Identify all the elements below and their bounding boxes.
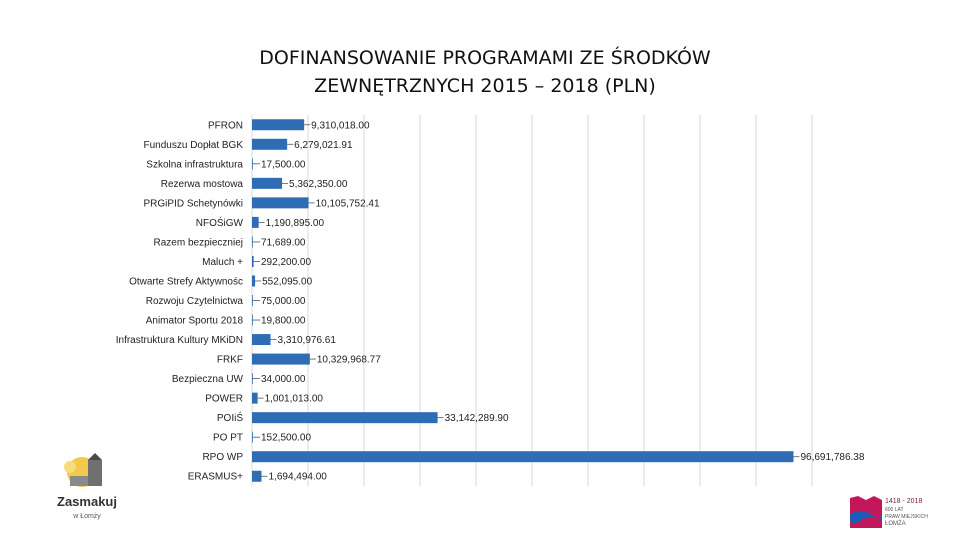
bar (252, 197, 309, 209)
category-label: Funduszu Dopłat BGK (144, 140, 244, 151)
category-label: POWER (205, 394, 243, 405)
value-label: 75,000.00 (261, 296, 306, 307)
category-label: RPO WP (202, 452, 243, 463)
chart-title-line-2: ZEWNĘTRZNYCH 2015 – 2018 (PLN) (314, 75, 656, 97)
value-label: 10,329,968.77 (317, 355, 381, 366)
category-label: Bezpieczna UW (172, 374, 244, 385)
bar (252, 255, 254, 267)
bar (252, 295, 253, 306)
logo-right-line-4: ŁOMŻA (885, 520, 906, 527)
value-label: 96,691,786.38 (800, 452, 864, 463)
category-label: NFOŚiGW (196, 216, 244, 229)
chart-title: DOFINANSOWANIE PROGRAMAMI ZE ŚRODKÓW ZEW… (150, 44, 820, 100)
value-label: 9,310,018.00 (311, 120, 370, 131)
logo-right-line-2: 600 LAT (885, 507, 904, 513)
value-label: 1,001,013.00 (265, 394, 324, 405)
category-label: Infrastruktura Kultury MKiDN (116, 335, 243, 346)
logo-right-line-1: 1418 - 2018 (885, 498, 922, 505)
value-label: 3,310,976.61 (278, 335, 337, 346)
category-label: ERASMUS+ (188, 472, 243, 483)
category-label: Animator Sportu 2018 (146, 316, 244, 327)
chart-title-line-1: DOFINANSOWANIE PROGRAMAMI ZE ŚRODKÓW (259, 47, 711, 69)
logo-left-line-1: Zasmakuj (57, 494, 117, 509)
bar (252, 275, 256, 287)
bar (252, 392, 258, 404)
category-label: Maluch + (202, 257, 243, 268)
anniversary-logo: 1418 - 2018 600 LAT PRAW MIEJSKICH ŁOMŻA (850, 496, 928, 528)
category-label: PFRON (208, 120, 243, 131)
value-label: 5,362,350.00 (289, 179, 348, 190)
logo-tower-roof (88, 453, 102, 460)
value-label: 71,689.00 (261, 237, 306, 248)
value-label: 34,000.00 (261, 374, 306, 385)
bar (252, 470, 262, 482)
value-label: 33,142,289.90 (445, 413, 509, 424)
logo-right-line-3: PRAW MIEJSKICH (885, 514, 928, 520)
category-label: FRKF (217, 355, 243, 366)
bar (252, 138, 288, 150)
category-label: Otwarte Strefy Aktywnośc (129, 276, 243, 287)
value-label: 10,105,752.41 (316, 198, 380, 209)
bar (252, 431, 253, 443)
value-label: 292,200.00 (261, 257, 311, 268)
bar (252, 236, 253, 248)
bar (252, 451, 794, 463)
category-label: Szkolna infrastruktura (146, 159, 243, 170)
value-label: 152,500.00 (261, 433, 311, 444)
category-label: Rezerwa mostowa (161, 179, 244, 190)
value-label: 19,800.00 (261, 316, 306, 327)
value-label: 17,500.00 (261, 159, 306, 170)
logo-river-shape (850, 511, 882, 523)
category-label: Razem bezpieczniej (154, 237, 244, 248)
bar (252, 119, 305, 131)
bar (252, 177, 283, 189)
logo-sun-highlight (64, 461, 76, 473)
logo-building-shape (70, 476, 88, 486)
category-label: POIiŚ (217, 411, 243, 424)
value-label: 1,694,494.00 (268, 472, 327, 483)
bar (252, 412, 438, 424)
value-label: 1,190,895.00 (266, 218, 325, 229)
logo-tower-shape (88, 460, 102, 486)
category-label: PRGiPID Schetynówki (144, 198, 243, 209)
zasmakuj-logo: Zasmakuj w Łomży (57, 453, 117, 520)
value-label: 6,279,021.91 (294, 140, 353, 151)
bar (252, 353, 310, 365)
category-label: PO PT (213, 433, 243, 444)
value-label: 552,095.00 (262, 276, 312, 287)
category-label: Rozwoju Czytelnictwa (146, 296, 244, 307)
bar (252, 334, 271, 346)
logo-left-line-2: w Łomży (72, 513, 101, 520)
bar (252, 216, 259, 228)
